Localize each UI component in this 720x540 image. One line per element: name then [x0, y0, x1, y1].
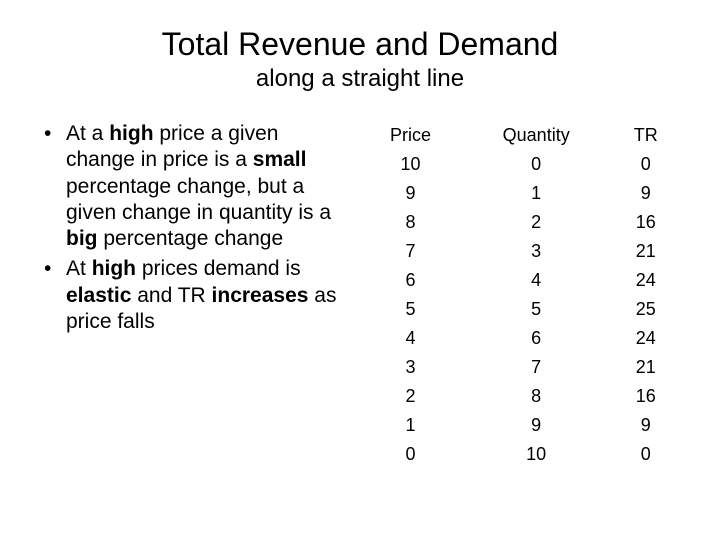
bullet-text-segment: big: [66, 227, 98, 250]
bullet-item: At high prices demand is elastic and TR …: [40, 256, 340, 335]
slide-title: Total Revenue and Demand: [40, 26, 680, 63]
table-header-cell: Quantity: [461, 121, 612, 150]
table-cell: 9: [360, 179, 461, 208]
table-cell: 0: [611, 150, 680, 179]
table-cell: 3: [360, 353, 461, 382]
bullet-text-segment: percentage change: [98, 227, 284, 250]
table-header-cell: TR: [611, 121, 680, 150]
table-body: 1000919821673216424552546243721281619901…: [360, 150, 680, 469]
bullet-text-segment: small: [253, 148, 307, 171]
table-cell: 9: [461, 411, 612, 440]
bullet-text-segment: elastic: [66, 284, 131, 307]
bullet-item: At a high price a given change in price …: [40, 121, 340, 252]
table-cell: 0: [360, 440, 461, 469]
table-cell: 7: [461, 353, 612, 382]
table-cell: 4: [360, 324, 461, 353]
table-cell: 8: [360, 208, 461, 237]
content-area: At a high price a given change in price …: [40, 121, 680, 469]
table-row: 199: [360, 411, 680, 440]
table-cell: 0: [611, 440, 680, 469]
table-cell: 4: [461, 266, 612, 295]
table-row: 2816: [360, 382, 680, 411]
table-row: 7321: [360, 237, 680, 266]
table-cell: 25: [611, 295, 680, 324]
table-cell: 10: [360, 150, 461, 179]
table-header-row: PriceQuantityTR: [360, 121, 680, 150]
bullet-text-segment: high: [92, 257, 136, 280]
table-cell: 16: [611, 382, 680, 411]
table-cell: 1: [461, 179, 612, 208]
table-cell: 24: [611, 324, 680, 353]
table-cell: 24: [611, 266, 680, 295]
bullet-text-segment: At: [66, 257, 92, 280]
bullet-text-segment: At a: [66, 122, 109, 145]
bullet-text-segment: prices demand is: [136, 257, 301, 280]
table-cell: 9: [611, 179, 680, 208]
table-cell: 2: [461, 208, 612, 237]
table-cell: 3: [461, 237, 612, 266]
table-cell: 7: [360, 237, 461, 266]
table-cell: 8: [461, 382, 612, 411]
table-cell: 6: [360, 266, 461, 295]
table-cell: 0: [461, 150, 612, 179]
revenue-table: PriceQuantityTR 100091982167321642455254…: [360, 121, 680, 469]
bullet-column: At a high price a given change in price …: [40, 121, 340, 469]
bullet-text-segment: and TR: [131, 284, 211, 307]
table-row: 3721: [360, 353, 680, 382]
table-cell: 10: [461, 440, 612, 469]
table-row: 5525: [360, 295, 680, 324]
table-column: PriceQuantityTR 100091982167321642455254…: [360, 121, 680, 469]
table-cell: 16: [611, 208, 680, 237]
table-row: 8216: [360, 208, 680, 237]
table-cell: 2: [360, 382, 461, 411]
table-row: 919: [360, 179, 680, 208]
table-row: 6424: [360, 266, 680, 295]
table-cell: 21: [611, 237, 680, 266]
bullet-text-segment: high: [109, 122, 153, 145]
table-cell: 1: [360, 411, 461, 440]
slide-subtitle: along a straight line: [40, 65, 680, 93]
table-row: 1000: [360, 150, 680, 179]
table-cell: 5: [360, 295, 461, 324]
table-cell: 9: [611, 411, 680, 440]
table-row: 0100: [360, 440, 680, 469]
table-cell: 6: [461, 324, 612, 353]
bullet-list: At a high price a given change in price …: [40, 121, 340, 335]
table-row: 4624: [360, 324, 680, 353]
table-cell: 21: [611, 353, 680, 382]
bullet-text-segment: increases: [212, 284, 309, 307]
table-header-cell: Price: [360, 121, 461, 150]
bullet-text-segment: percentage change, but a given change in…: [66, 175, 331, 224]
table-cell: 5: [461, 295, 612, 324]
